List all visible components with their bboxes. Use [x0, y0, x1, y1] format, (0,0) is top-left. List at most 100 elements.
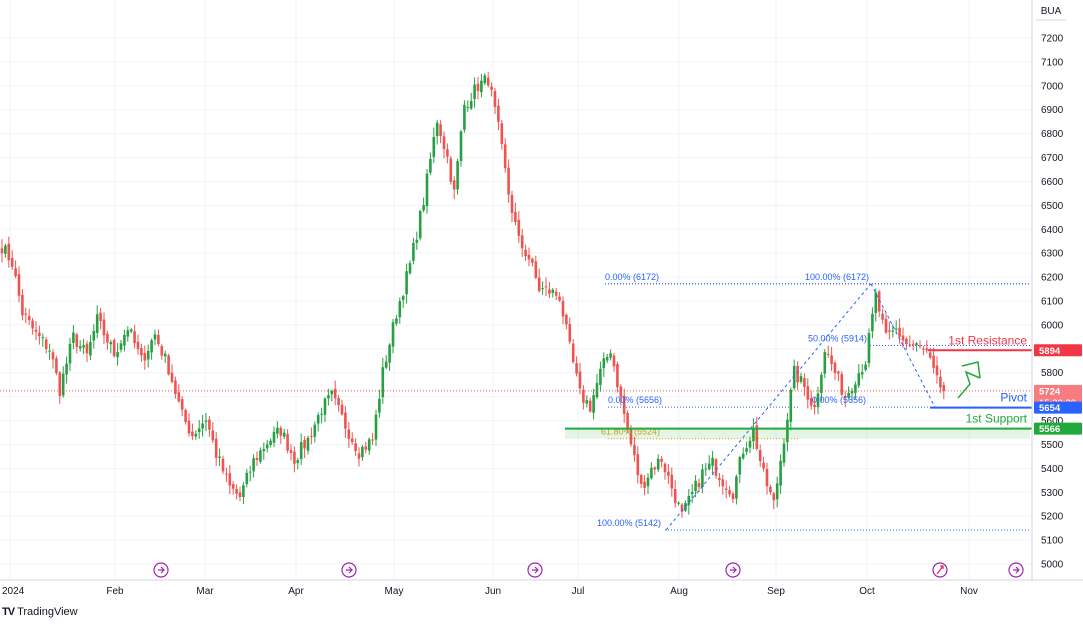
- tradingview-logo-icon: TV: [2, 606, 15, 618]
- candle: [177, 384, 181, 403]
- candle: [544, 277, 548, 297]
- candle: [24, 307, 28, 324]
- event-marker-icon[interactable]: [153, 562, 169, 578]
- candle: [170, 364, 174, 384]
- candle: [554, 288, 558, 301]
- candle: [330, 389, 334, 402]
- symbol-label: BUA: [1041, 6, 1062, 17]
- candle: [633, 436, 636, 462]
- candle: [238, 486, 242, 502]
- candle: [660, 456, 663, 468]
- candle: [398, 297, 402, 324]
- candle: [714, 458, 718, 479]
- candle: [82, 338, 85, 355]
- candle: [816, 386, 820, 415]
- candle: [218, 448, 221, 467]
- candle: [361, 445, 364, 461]
- candle: [789, 387, 793, 431]
- y-tick-label: 5300: [1041, 488, 1064, 499]
- candle: [422, 197, 425, 213]
- candle: [262, 442, 266, 460]
- candle: [697, 478, 701, 493]
- candle: [14, 260, 17, 279]
- candle: [490, 82, 493, 97]
- candle: [167, 353, 170, 376]
- candle: [803, 373, 806, 396]
- candle: [316, 412, 320, 432]
- candle: [252, 454, 255, 478]
- candle: [92, 324, 96, 349]
- candle: [796, 360, 799, 390]
- candle: [466, 100, 470, 112]
- y-tick-label: 6100: [1041, 297, 1064, 308]
- candle: [391, 319, 395, 354]
- candle: [381, 357, 385, 404]
- candle: [265, 440, 269, 453]
- candle: [806, 378, 810, 409]
- candle: [612, 353, 616, 372]
- candle: [745, 441, 748, 456]
- y-tick-label: 5600: [1041, 416, 1064, 427]
- event-markers[interactable]: [153, 562, 1024, 578]
- dividend-marker-icon[interactable]: [932, 562, 948, 578]
- candle: [874, 288, 878, 322]
- candle: [711, 451, 714, 476]
- candle: [340, 399, 344, 416]
- candle: [932, 347, 935, 374]
- candle: [786, 412, 789, 452]
- candle: [214, 432, 218, 466]
- candle: [619, 384, 623, 406]
- candle: [0, 239, 4, 263]
- candle: [571, 338, 575, 364]
- candle: [602, 352, 606, 378]
- candle: [673, 480, 677, 508]
- candle: [769, 484, 772, 495]
- candle: [150, 338, 153, 360]
- candle: [34, 321, 38, 340]
- candle: [435, 120, 439, 145]
- candle: [415, 231, 419, 250]
- candle: [871, 307, 874, 339]
- candle: [248, 465, 252, 482]
- event-marker-icon[interactable]: [527, 562, 543, 578]
- tradingview-branding[interactable]: TV TradingView: [2, 606, 78, 618]
- price-axis-panel[interactable]: [1032, 0, 1083, 580]
- candle: [775, 476, 779, 508]
- x-tick-label: Jul: [572, 586, 585, 597]
- x-tick-label: Oct: [859, 586, 875, 597]
- svg-text:5654: 5654: [1039, 403, 1061, 414]
- candle: [48, 343, 51, 360]
- candle: [208, 416, 211, 437]
- candle: [595, 373, 599, 400]
- candle: [245, 469, 249, 488]
- y-tick-label: 5200: [1041, 512, 1064, 523]
- x-tick-label: Nov: [960, 586, 978, 597]
- candle: [840, 371, 844, 397]
- candle: [276, 421, 279, 439]
- event-marker-icon[interactable]: [341, 562, 357, 578]
- candle: [296, 457, 300, 470]
- candle: [738, 455, 742, 484]
- candle: [765, 462, 769, 495]
- candle: [323, 397, 327, 423]
- candle: [242, 482, 245, 505]
- fib-level-label: 0.00% (5656): [812, 395, 866, 405]
- candle: [809, 390, 813, 410]
- candle: [65, 356, 68, 384]
- y-tick-label: 6200: [1041, 273, 1064, 284]
- candle: [354, 438, 357, 456]
- event-marker-icon[interactable]: [1008, 562, 1024, 578]
- x-tick-label: Feb: [106, 586, 124, 597]
- candle: [412, 237, 415, 265]
- candle: [799, 372, 803, 384]
- candle: [752, 418, 755, 450]
- candle: [286, 429, 289, 454]
- candle: [527, 247, 531, 267]
- candle: [772, 491, 776, 510]
- candle: [129, 327, 133, 334]
- candle: [61, 366, 65, 398]
- event-marker-icon[interactable]: [725, 562, 741, 578]
- candle: [439, 120, 442, 144]
